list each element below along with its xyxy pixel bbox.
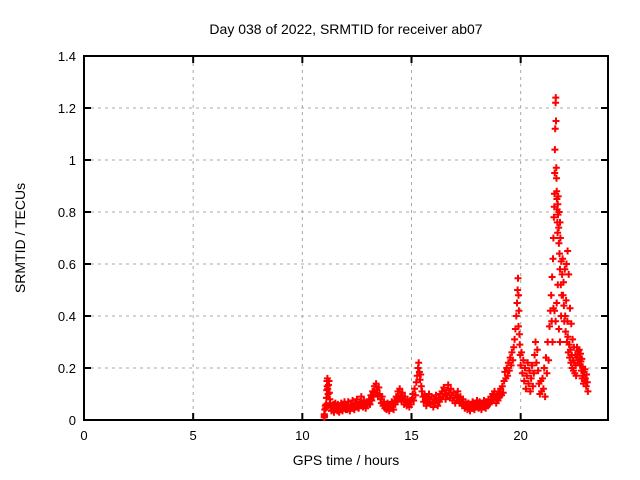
y-tick-label: 0.6: [58, 257, 76, 272]
y-axis-label: SRMTID / TECUs: [12, 183, 28, 293]
data-points: [320, 94, 592, 421]
y-tick-label: 0.2: [58, 361, 76, 376]
x-tick-label: 20: [513, 428, 527, 443]
scatter-series-SRMTID: [320, 94, 592, 421]
x-axis-label: GPS time / hours: [293, 452, 400, 468]
y-tick-label: 1: [69, 153, 76, 168]
y-tick-label: 1.2: [58, 101, 76, 116]
axis-ticks: [83, 55, 608, 421]
x-tick-label: 10: [295, 428, 309, 443]
x-tick-label: 5: [190, 428, 197, 443]
y-tick-labels: 0 0.2 0.4 0.6 0.8 1 1.2 1.4: [58, 49, 76, 428]
x-tick-labels: 0 5 10 15 20: [80, 428, 528, 443]
y-tick-label: 0.4: [58, 309, 76, 324]
y-tick-label: 0: [69, 413, 76, 428]
x-tick-label: 0: [80, 428, 87, 443]
chart-title: Day 038 of 2022, SRMTID for receiver ab0…: [209, 21, 482, 37]
x-tick-label: 15: [404, 428, 418, 443]
y-tick-label: 0.8: [58, 205, 76, 220]
plot-border: [83, 55, 609, 421]
y-tick-label: 1.4: [58, 49, 76, 64]
